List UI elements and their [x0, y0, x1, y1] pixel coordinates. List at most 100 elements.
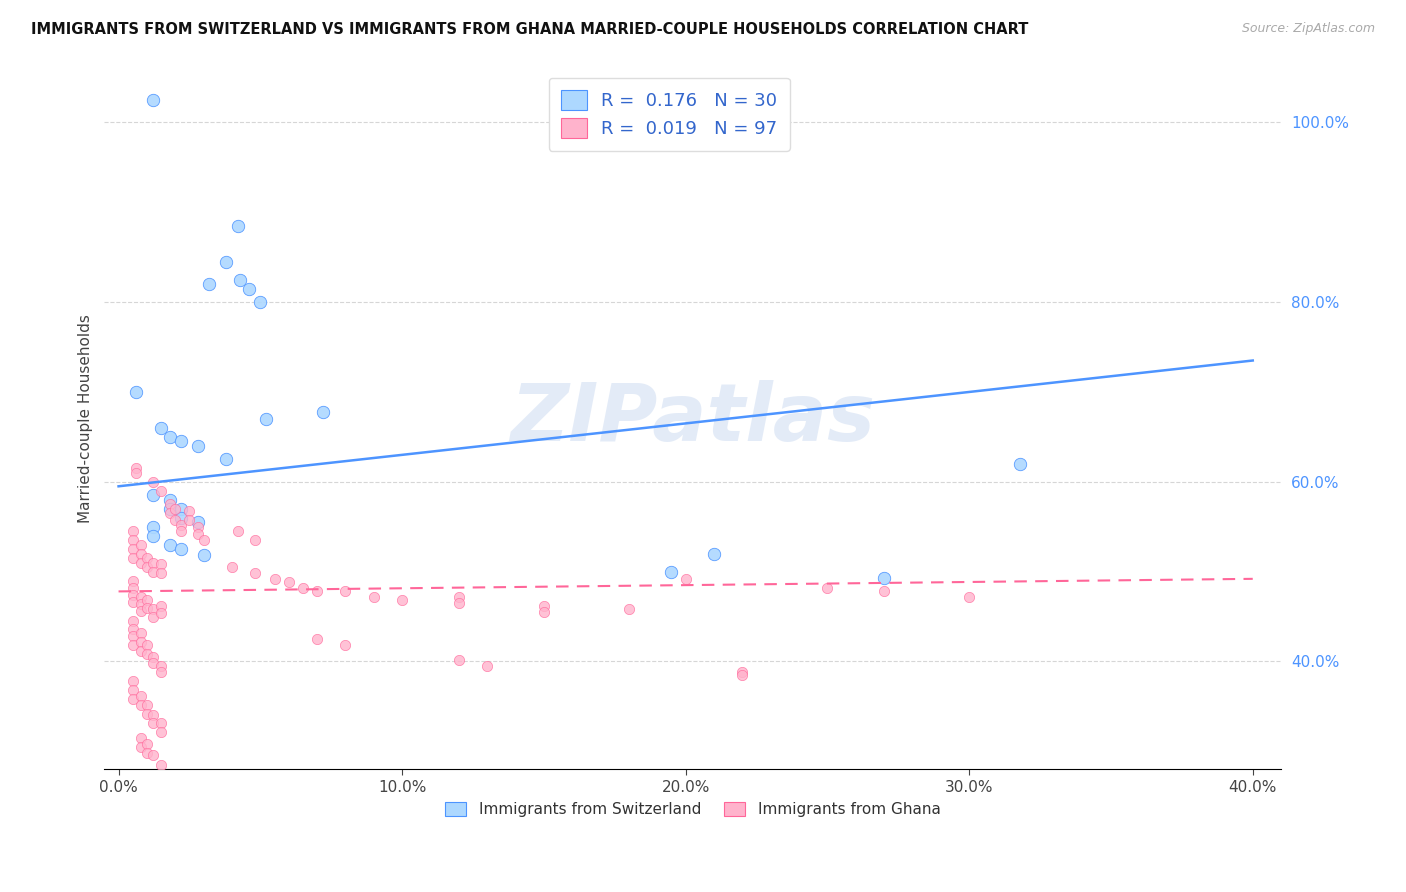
Point — [249, 295, 271, 310]
Point — [215, 254, 238, 268]
Point — [142, 93, 165, 107]
Point — [150, 606, 173, 620]
Point — [165, 512, 187, 526]
Point — [135, 737, 157, 751]
Point — [226, 219, 249, 233]
Point — [221, 560, 243, 574]
Text: Source: ZipAtlas.com: Source: ZipAtlas.com — [1241, 22, 1375, 36]
Point — [129, 597, 152, 611]
Point — [142, 657, 165, 671]
Point — [229, 273, 252, 287]
Point — [124, 466, 146, 480]
Point — [703, 547, 725, 561]
Point — [617, 602, 640, 616]
Point — [129, 556, 152, 570]
Point — [159, 430, 181, 444]
Point — [159, 497, 181, 511]
Point — [170, 510, 193, 524]
Point — [179, 503, 201, 517]
Point — [142, 475, 165, 489]
Point — [873, 584, 896, 599]
Point — [135, 638, 157, 652]
Point — [150, 715, 173, 730]
Point — [193, 549, 215, 563]
Point — [121, 574, 143, 588]
Point — [121, 674, 143, 689]
Point — [121, 629, 143, 643]
Point — [142, 747, 165, 762]
Point — [193, 533, 215, 548]
Point — [124, 384, 146, 399]
Point — [291, 581, 314, 595]
Point — [121, 683, 143, 698]
Point — [277, 575, 299, 590]
Y-axis label: Married-couple Households: Married-couple Households — [79, 315, 93, 524]
Point — [121, 588, 143, 602]
Point — [135, 551, 157, 566]
Point — [159, 538, 181, 552]
Point — [124, 461, 146, 475]
Point — [142, 602, 165, 616]
Point — [675, 572, 697, 586]
Point — [142, 519, 165, 533]
Point — [170, 542, 193, 557]
Point — [142, 609, 165, 624]
Point — [129, 538, 152, 552]
Point — [815, 581, 838, 595]
Point — [198, 277, 221, 292]
Point — [170, 517, 193, 532]
Point — [305, 632, 328, 646]
Point — [150, 757, 173, 772]
Point — [170, 434, 193, 449]
Point — [305, 584, 328, 599]
Point — [187, 439, 209, 453]
Point — [165, 501, 187, 516]
Point — [215, 452, 238, 467]
Point — [533, 599, 555, 613]
Point — [129, 590, 152, 604]
Point — [121, 622, 143, 636]
Point — [150, 724, 173, 739]
Point — [243, 533, 266, 548]
Point — [142, 488, 165, 502]
Point — [363, 590, 385, 604]
Point — [1010, 457, 1032, 471]
Point — [121, 581, 143, 595]
Legend: Immigrants from Switzerland, Immigrants from Ghana: Immigrants from Switzerland, Immigrants … — [437, 795, 948, 825]
Point — [335, 638, 357, 652]
Point — [254, 412, 277, 426]
Point — [129, 625, 152, 640]
Point — [731, 665, 754, 680]
Point — [129, 634, 152, 648]
Point — [121, 614, 143, 628]
Point — [142, 529, 165, 543]
Point — [129, 643, 152, 657]
Point — [121, 533, 143, 548]
Point — [135, 698, 157, 712]
Point — [226, 524, 249, 539]
Point — [661, 565, 683, 579]
Point — [142, 565, 165, 579]
Point — [447, 596, 470, 610]
Point — [447, 590, 470, 604]
Point — [475, 659, 498, 673]
Point — [121, 595, 143, 609]
Text: IMMIGRANTS FROM SWITZERLAND VS IMMIGRANTS FROM GHANA MARRIED-COUPLE HOUSEHOLDS C: IMMIGRANTS FROM SWITZERLAND VS IMMIGRANT… — [31, 22, 1028, 37]
Point — [731, 668, 754, 682]
Point — [187, 515, 209, 529]
Point — [263, 572, 285, 586]
Point — [121, 551, 143, 566]
Point — [135, 648, 157, 662]
Text: ZIPatlas: ZIPatlas — [510, 380, 876, 458]
Point — [129, 689, 152, 703]
Point — [159, 501, 181, 516]
Point — [135, 600, 157, 615]
Point — [150, 659, 173, 673]
Point — [142, 715, 165, 730]
Point — [121, 542, 143, 557]
Point — [150, 599, 173, 613]
Point — [142, 708, 165, 723]
Point — [129, 698, 152, 712]
Point — [135, 706, 157, 721]
Point — [150, 483, 173, 498]
